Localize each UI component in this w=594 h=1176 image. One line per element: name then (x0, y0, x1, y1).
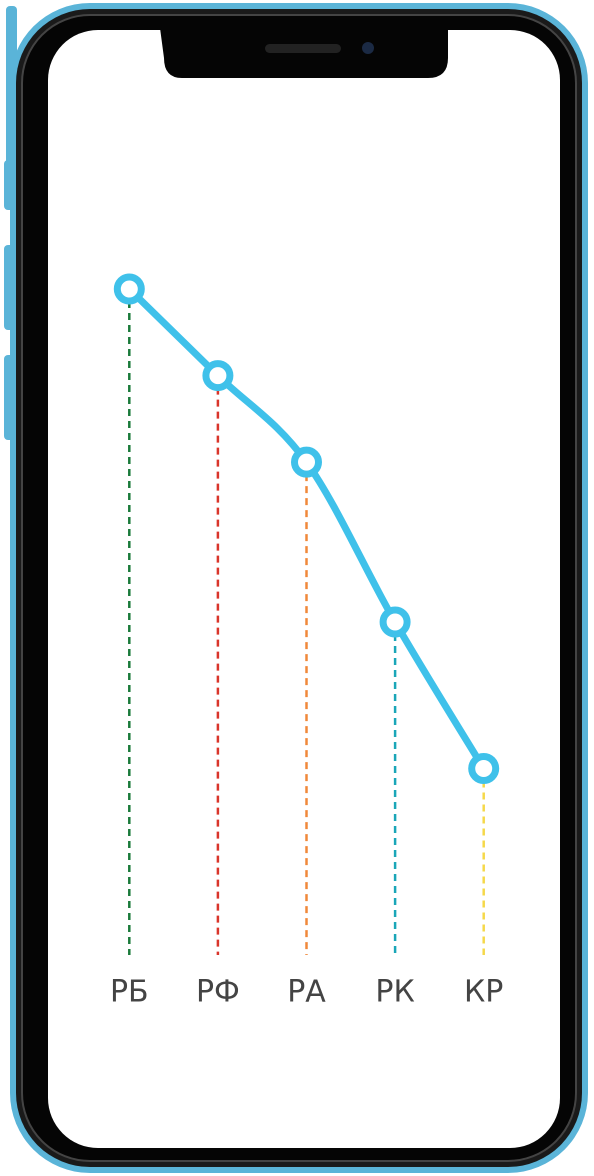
point (291, 446, 322, 478)
camera (362, 42, 374, 54)
speaker (265, 44, 341, 53)
point (468, 753, 500, 785)
point (202, 360, 234, 392)
screen (48, 30, 560, 1148)
point (113, 273, 145, 305)
plot: РБ РФ РА РК КР (110, 273, 503, 1010)
x-tick-label: КР (464, 975, 503, 1010)
x-tick-label: РК (375, 975, 414, 1010)
x-tick-label: РБ (110, 975, 149, 1010)
x-tick-label: РФ (196, 975, 240, 1010)
point (379, 606, 411, 638)
x-tick-label: РА (287, 975, 326, 1010)
